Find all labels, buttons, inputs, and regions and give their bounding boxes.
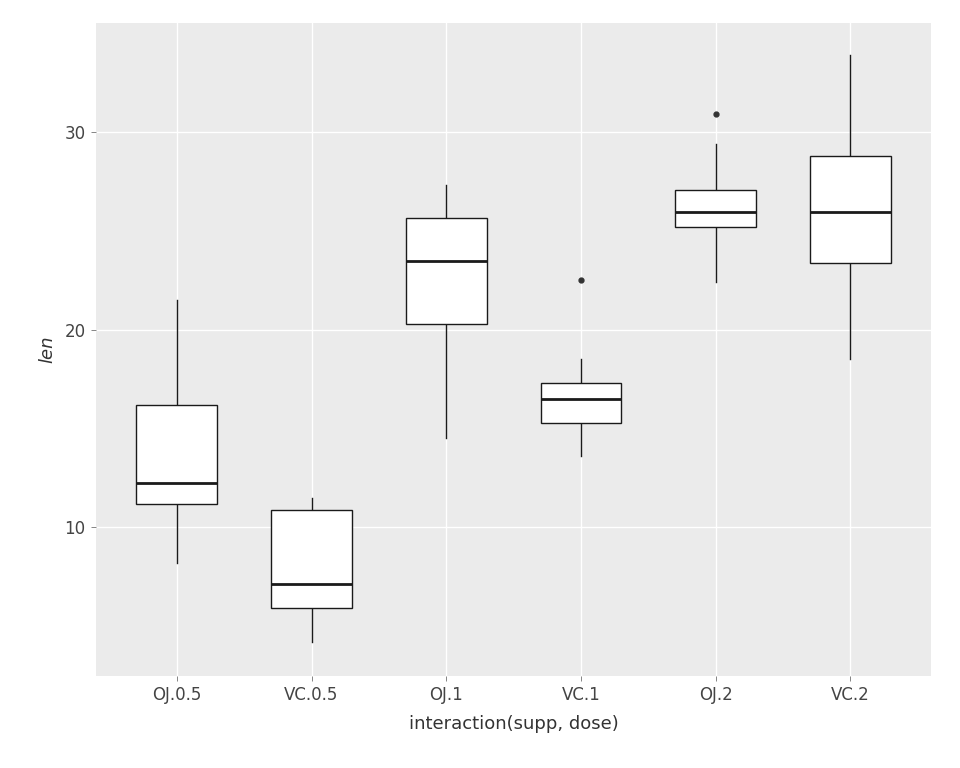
FancyBboxPatch shape [406,218,487,324]
Y-axis label: len: len [38,336,56,363]
FancyBboxPatch shape [540,383,621,423]
FancyBboxPatch shape [136,406,217,504]
X-axis label: interaction(supp, dose): interaction(supp, dose) [409,715,618,733]
FancyBboxPatch shape [271,510,352,607]
FancyBboxPatch shape [810,156,891,263]
FancyBboxPatch shape [675,190,756,227]
